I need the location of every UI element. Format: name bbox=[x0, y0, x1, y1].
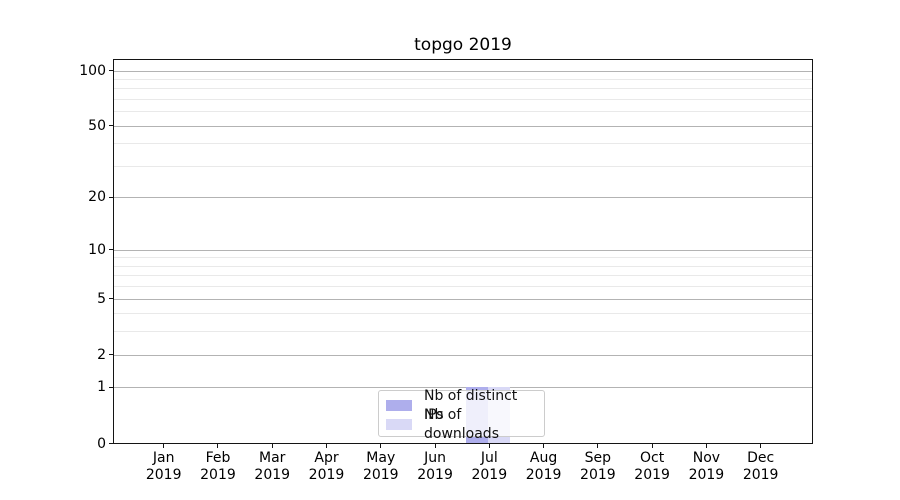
y-axis-tick-label: 2 bbox=[97, 346, 106, 363]
x-axis-tick-mark bbox=[217, 444, 219, 448]
gridline-minor bbox=[114, 286, 812, 288]
x-axis-tick-mark bbox=[705, 444, 707, 448]
x-axis-tick-mark bbox=[326, 444, 327, 448]
legend-label-downloads: Nb of downloads bbox=[424, 406, 499, 442]
y-axis-tick-label: 50 bbox=[88, 117, 106, 134]
gridline-minor bbox=[114, 265, 812, 267]
y-axis-tick-label: 20 bbox=[88, 189, 106, 206]
y-axis-tick-label: 100 bbox=[79, 62, 106, 79]
gridline-minor bbox=[114, 313, 812, 315]
y-axis-tick-label: 1 bbox=[97, 379, 106, 396]
x-axis-tick-label: Aug 2019 bbox=[525, 450, 562, 483]
x-axis-tick-label: Nov 2019 bbox=[688, 450, 725, 483]
gridline-major bbox=[114, 298, 812, 300]
x-axis-tick-mark bbox=[760, 444, 762, 448]
legend-item-downloads: Nb of downloads bbox=[386, 407, 538, 442]
x-axis-tick-label: Feb 2019 bbox=[200, 450, 236, 483]
gridline-minor bbox=[114, 98, 812, 100]
gridline-major bbox=[114, 354, 812, 356]
gridline-minor bbox=[114, 331, 812, 333]
y-axis-tick-mark bbox=[109, 125, 113, 127]
x-axis-tick-label: Sep 2019 bbox=[580, 450, 616, 483]
gridline-minor bbox=[114, 88, 812, 90]
legend-label-distinct-ips: Nb of distinct IPs bbox=[424, 387, 518, 423]
legend: Nb of distinct IPs Nb of downloads bbox=[378, 388, 545, 442]
x-axis-tick-label: Dec 2019 bbox=[742, 450, 779, 483]
y-axis-tick-mark bbox=[109, 249, 113, 251]
x-axis-tick-label: Mar 2019 bbox=[254, 450, 291, 483]
x-axis-tick-label: Oct 2019 bbox=[634, 450, 670, 483]
x-axis-tick-label: Jan 2019 bbox=[145, 450, 182, 483]
gridline-major bbox=[114, 125, 812, 127]
x-axis-tick-label: May 2019 bbox=[362, 450, 399, 483]
gridline-major bbox=[114, 249, 812, 251]
x-axis-tick-mark bbox=[488, 444, 490, 448]
x-axis-tick-mark bbox=[271, 444, 273, 448]
x-axis-tick-mark bbox=[651, 444, 653, 448]
gridline-major bbox=[114, 387, 812, 389]
gridline-minor bbox=[114, 275, 812, 277]
legend-item-distinct-ips: Nb of distinct IPs bbox=[386, 388, 538, 423]
legend-swatch-downloads bbox=[386, 419, 412, 430]
gridline-minor bbox=[114, 143, 812, 145]
x-axis-tick-mark bbox=[380, 444, 382, 448]
x-axis-tick-label: Jun 2019 bbox=[417, 450, 453, 483]
y-axis-tick-mark bbox=[109, 298, 113, 300]
legend-swatch-distinct-ips bbox=[386, 400, 412, 411]
y-axis-tick-mark bbox=[109, 443, 113, 444]
y-axis-tick-mark bbox=[109, 196, 113, 198]
gridline-minor bbox=[114, 111, 812, 113]
x-axis-tick-mark bbox=[597, 444, 599, 448]
gridline-minor bbox=[114, 78, 812, 80]
y-axis-tick-mark bbox=[109, 386, 113, 388]
x-axis-tick-label: Jul 2019 bbox=[471, 450, 508, 483]
gridline-minor bbox=[114, 257, 812, 259]
y-axis-tick-mark bbox=[109, 354, 113, 356]
y-axis-tick-label: 5 bbox=[97, 290, 106, 307]
y-axis-tick-label: 10 bbox=[88, 241, 106, 258]
gridline-minor bbox=[114, 165, 812, 167]
x-axis-tick-mark bbox=[163, 444, 165, 448]
x-axis-tick-label: Apr 2019 bbox=[308, 450, 345, 483]
y-axis-tick-mark bbox=[109, 70, 113, 71]
chart-title: topgo 2019 bbox=[414, 35, 512, 55]
x-axis-tick-mark bbox=[543, 444, 545, 448]
x-axis-tick-mark bbox=[434, 444, 436, 448]
gridline-major bbox=[114, 70, 812, 72]
gridline-major bbox=[114, 197, 812, 199]
y-axis-tick-label: 0 bbox=[97, 435, 106, 452]
